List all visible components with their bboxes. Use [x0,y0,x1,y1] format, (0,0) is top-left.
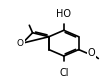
Text: HO: HO [56,9,71,19]
Text: O: O [17,39,24,48]
Text: Cl: Cl [59,68,69,78]
Text: O: O [88,48,95,58]
